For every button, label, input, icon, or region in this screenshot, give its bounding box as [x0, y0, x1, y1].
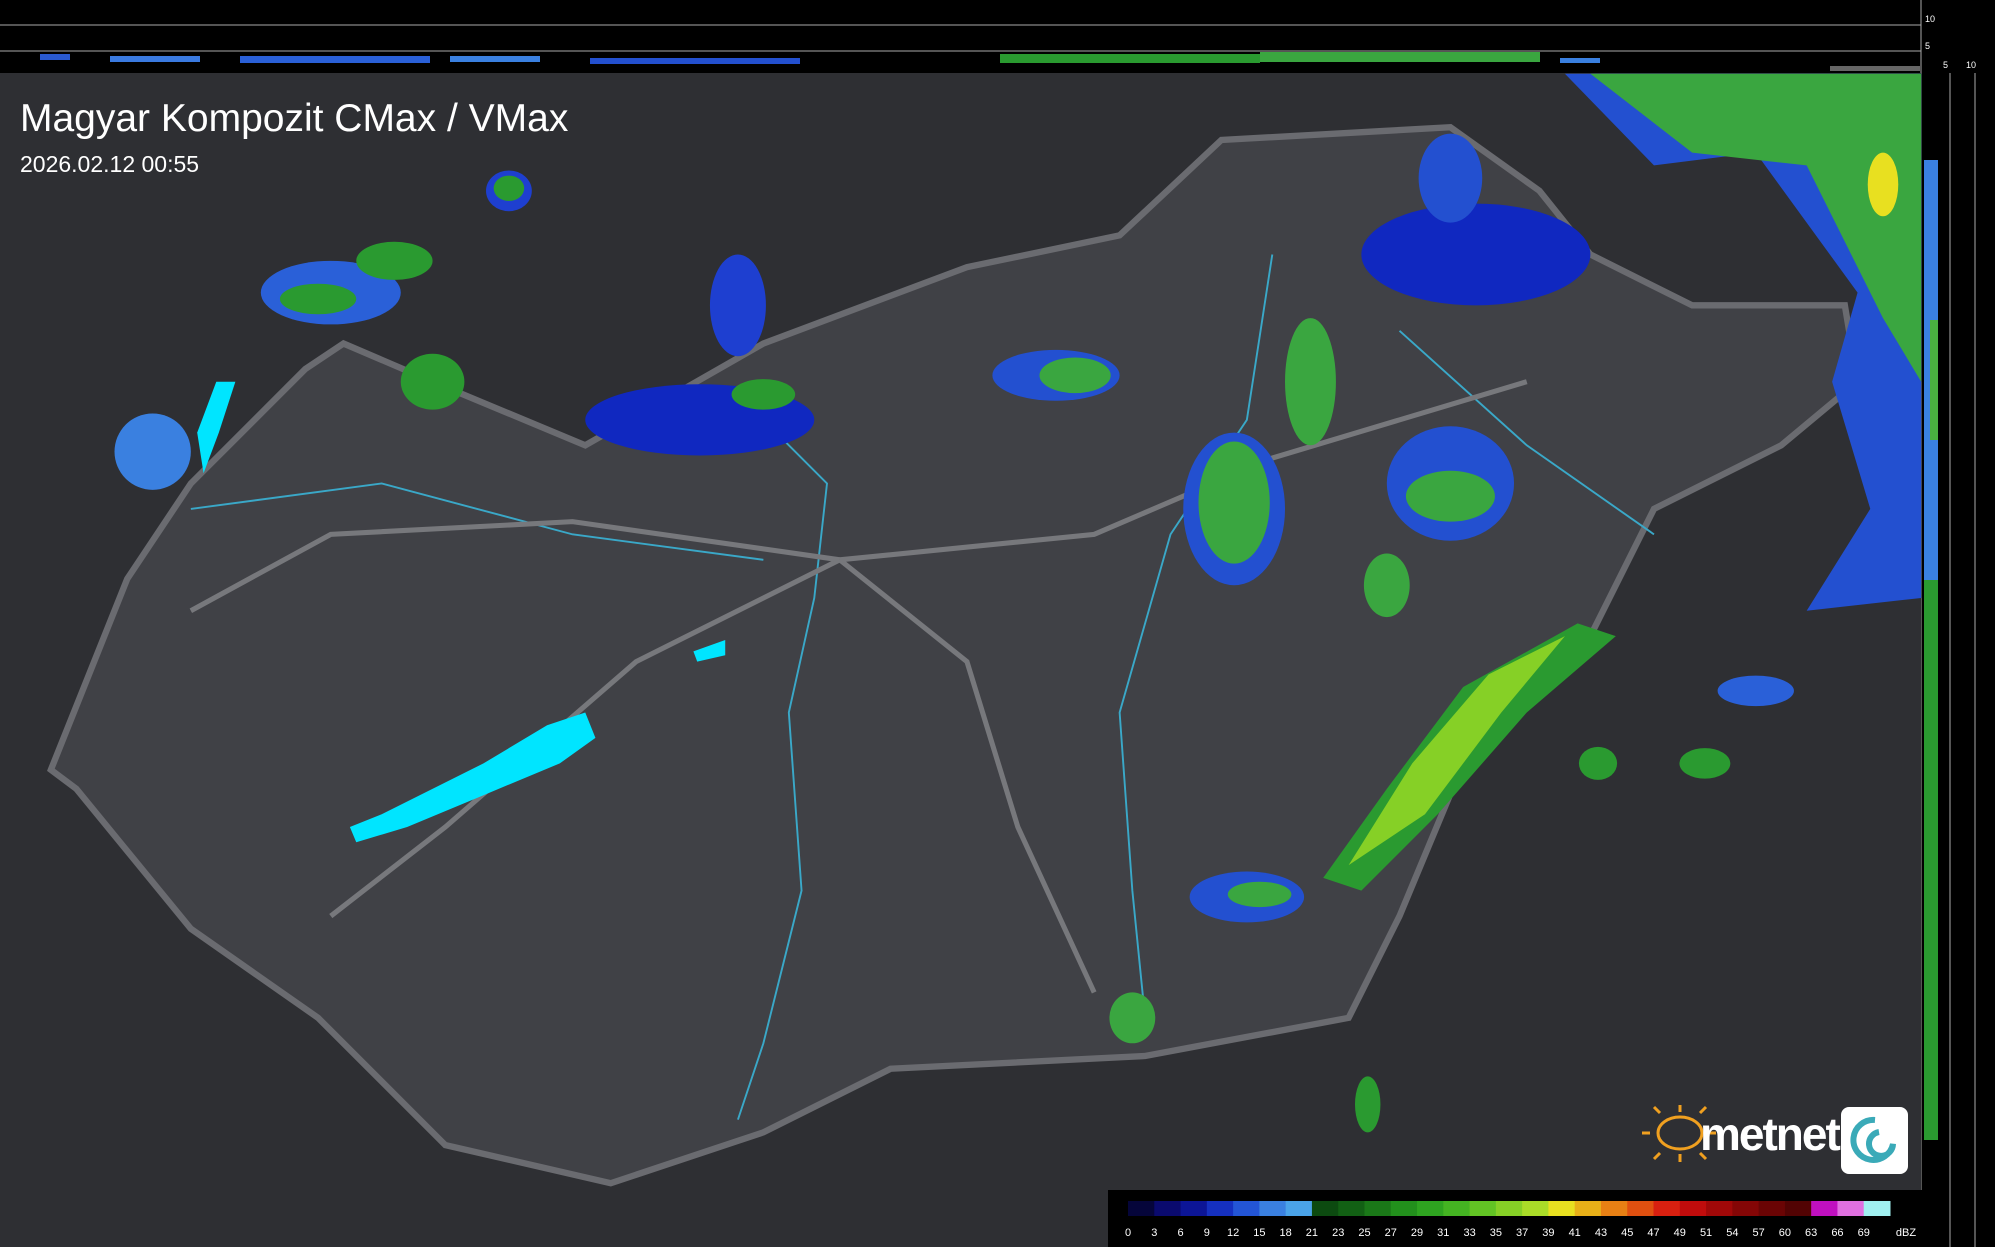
legend-swatch	[1679, 1201, 1707, 1216]
legend-label: 21	[1306, 1227, 1318, 1239]
legend-swatch	[1758, 1201, 1786, 1216]
top-strip	[0, 24, 1921, 71]
title: Magyar Kompozit CMax / VMax	[20, 97, 569, 140]
logo: metnet	[1642, 1105, 1908, 1174]
legend-label: 39	[1542, 1227, 1554, 1239]
legend-swatch	[1233, 1201, 1260, 1216]
legend-label: 12	[1227, 1227, 1239, 1239]
legend-label: 33	[1463, 1227, 1475, 1239]
legend-label: 27	[1385, 1227, 1397, 1239]
legend-swatch	[1574, 1201, 1602, 1216]
legend: 0 3 6 9 12 15 18 21 23 25 27 29 31 33 35 37 39 41 43 45 47 49…	[1108, 1190, 1923, 1247]
lake-velence	[693, 639, 726, 662]
map-layer	[47, 73, 1922, 1187]
legend-swatch	[1811, 1201, 1838, 1216]
legend-label: 57	[1752, 1227, 1764, 1239]
side-strip	[1920, 0, 1976, 1247]
legend-swatch	[1627, 1201, 1655, 1216]
legend-label: 15	[1253, 1227, 1265, 1239]
legend-label: 35	[1490, 1227, 1502, 1239]
legend-swatch	[1600, 1201, 1628, 1216]
lake-balaton	[349, 712, 596, 843]
side-scale-label: 5	[1943, 60, 1948, 70]
rivers	[190, 254, 1655, 1120]
legend-swatch	[1784, 1201, 1812, 1216]
legend-label: 23	[1332, 1227, 1344, 1239]
legend-label: 51	[1700, 1227, 1712, 1239]
legend-swatch	[1154, 1201, 1182, 1216]
legend-label: 43	[1595, 1227, 1607, 1239]
legend-label: 18	[1280, 1227, 1292, 1239]
legend-swatch	[1732, 1201, 1760, 1216]
legend-label: 45	[1621, 1227, 1633, 1239]
side-scale-label: 10	[1925, 14, 1935, 24]
legend-label: 63	[1805, 1227, 1817, 1239]
legend-label: 69	[1858, 1227, 1870, 1239]
legend-swatch	[1338, 1201, 1365, 1216]
legend-swatch	[1180, 1201, 1208, 1216]
legend-label: 9	[1204, 1227, 1210, 1239]
radar-echoes	[114, 73, 1922, 1133]
legend-background	[1108, 1190, 1923, 1247]
legend-swatch	[1311, 1201, 1339, 1216]
legend-swatch	[1653, 1201, 1681, 1216]
legend-label: 29	[1411, 1227, 1423, 1239]
legend-label: 0	[1125, 1227, 1131, 1239]
side-scale-label: 5	[1925, 41, 1930, 51]
legend-swatch	[1285, 1201, 1313, 1216]
legend-label: 31	[1437, 1227, 1449, 1239]
legend-label: 37	[1516, 1227, 1528, 1239]
legend-swatch	[1837, 1201, 1865, 1216]
legend-label: 3	[1151, 1227, 1157, 1239]
legend-swatch	[1495, 1201, 1523, 1216]
legend-label: 60	[1779, 1227, 1791, 1239]
legend-label: 49	[1674, 1227, 1686, 1239]
legend-swatch	[1548, 1201, 1576, 1216]
logo-text: metnet	[1700, 1108, 1840, 1160]
legend-swatch	[1364, 1201, 1392, 1216]
legend-unit: dBZ	[1896, 1227, 1916, 1239]
legend-label: 25	[1358, 1227, 1370, 1239]
legend-swatch	[1863, 1201, 1891, 1216]
legend-swatch	[1128, 1201, 1155, 1216]
legend-swatch	[1443, 1201, 1471, 1216]
legend-label: 66	[1831, 1227, 1843, 1239]
legend-swatch	[1390, 1201, 1418, 1216]
legend-swatch	[1469, 1201, 1497, 1216]
legend-label: 6	[1177, 1227, 1183, 1239]
timestamp: 2026.02.12 00:55	[20, 151, 199, 177]
lake-ferto	[197, 381, 236, 474]
legend-label: 47	[1647, 1227, 1659, 1239]
legend-swatch	[1706, 1201, 1733, 1216]
legend-label: 54	[1726, 1227, 1738, 1239]
legend-swatch	[1417, 1201, 1444, 1216]
legend-swatch	[1522, 1201, 1549, 1216]
legend-swatch	[1206, 1201, 1234, 1216]
legend-label: 41	[1569, 1227, 1581, 1239]
side-scale-label: 10	[1966, 60, 1976, 70]
legend-swatch	[1259, 1201, 1287, 1216]
